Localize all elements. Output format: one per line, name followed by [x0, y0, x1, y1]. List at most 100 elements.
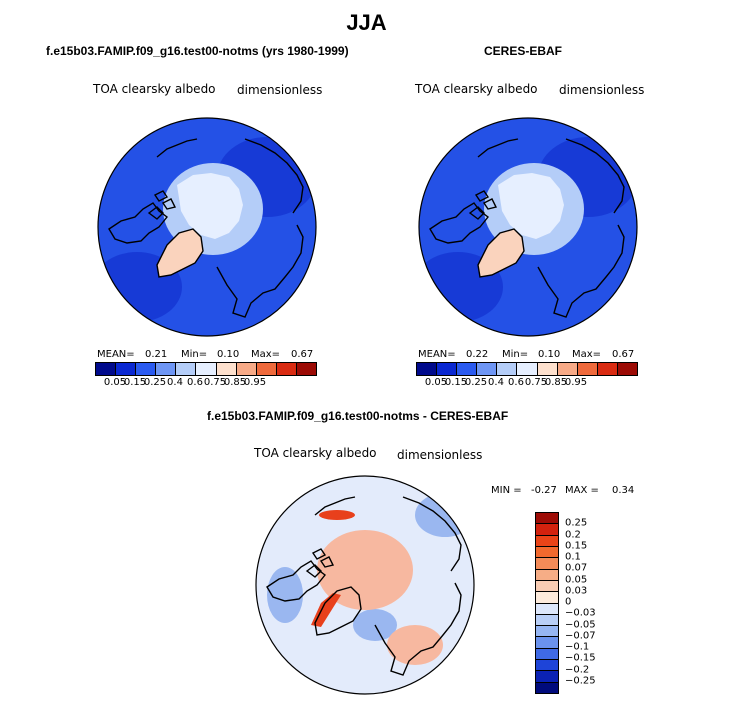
- panel-2-colorbar-tick-label: 0.05: [424, 377, 448, 388]
- coastline: [147, 190, 177, 220]
- panel-3-colorbar-swatch: [536, 535, 558, 547]
- panel-2-mean-value: 0.22: [466, 349, 489, 360]
- diff-strong-positive-region: [319, 510, 355, 520]
- coastline: [108, 202, 168, 244]
- panel-2-max-label: Max=: [572, 349, 602, 360]
- panel-2-title: CERES-EBAF: [484, 44, 563, 58]
- greenland-ice-sheet: [157, 229, 203, 277]
- panel-3-colorbar-tick-label: −0.07: [565, 630, 596, 642]
- panel-1-colorbar-tick-label: 0.6: [187, 377, 203, 388]
- map-border: [418, 117, 638, 337]
- panel-3-colorbar-tick-label: −0.1: [565, 641, 590, 653]
- diff-strong-positive-region: [311, 593, 341, 627]
- panel-2-colorbar: [416, 362, 638, 376]
- panel-3-colorbar-tick-label: −0.2: [565, 664, 590, 675]
- panel-3-colorbar-swatch: [536, 648, 558, 661]
- panel-3-colorbar-tick-label: 0.25: [565, 517, 588, 529]
- coastline: [156, 138, 198, 158]
- panel-3-max-label: MAX =: [565, 485, 599, 496]
- map-border: [255, 475, 475, 695]
- coastline: [156, 228, 204, 278]
- panel-2-polar-map: [418, 117, 638, 337]
- panel-1-colorbar-swatch: [216, 363, 237, 375]
- panel-3-colorbar-ticks: 0.25 0.2 0.15 0.1 0.07 0.05 0.03 0 −0.03 −0.05 −0.…: [565, 512, 625, 694]
- panel-3-colorbar-swatch: [536, 614, 558, 627]
- panel-3-colorbar-swatch: [536, 671, 558, 683]
- panel-3-colorbar-tick-label: 0.1: [565, 551, 581, 563]
- panel-1-variable-label: TOA clearsky albedo: [93, 82, 216, 96]
- panel-3-colorbar-tick-label: 0.15: [565, 540, 588, 552]
- panel-2-colorbar-swatch: [597, 363, 618, 375]
- panel-3-colorbar-tick-label: 0: [565, 596, 572, 608]
- panel-3-colorbar: [535, 512, 559, 694]
- panel-3-colorbar-tick-label: −0.03: [565, 607, 596, 619]
- panel-1-colorbar-tick-label: 0.25: [143, 377, 167, 388]
- coastline: [314, 586, 362, 636]
- panel-2-colorbar-swatch: [497, 363, 518, 375]
- diff-negative-region: [415, 493, 474, 537]
- panel-1-mean-value: 0.21: [145, 349, 168, 360]
- panel-2-colorbar-swatch: [537, 363, 558, 375]
- panel-2-colorbar-tick-label: 0.25: [464, 377, 488, 388]
- panel-3-colorbar-swatch: [536, 682, 558, 693]
- panel-2-colorbar-tick-label: 0.95: [564, 377, 588, 388]
- panel-1-max-value: 0.67: [291, 349, 314, 360]
- sea-ice: [498, 173, 564, 239]
- coastline: [537, 224, 625, 318]
- panel-1-colorbar-swatch: [136, 363, 157, 375]
- panel-3-title: f.e15b03.FAMIP.f09_g16.test00-notms - CE…: [207, 409, 509, 423]
- coastline: [477, 138, 519, 158]
- coastline: [468, 190, 498, 220]
- panel-2-units-label: dimensionless: [559, 83, 645, 97]
- panel-2-min-value: 0.10: [538, 349, 561, 360]
- panel-1-colorbar-tick-label: 0.85: [223, 377, 247, 388]
- panel-2-colorbar-tick-label: 0.6: [508, 377, 524, 388]
- panel-2-min-label: Min=: [502, 349, 529, 360]
- coastline: [402, 496, 462, 572]
- panel-1-colorbar-tick-label: 0.15: [123, 377, 147, 388]
- panel-2-colorbar-swatch: [477, 363, 498, 375]
- panel-3-colorbar-tick-label: −0.05: [565, 619, 596, 630]
- panel-2-max-value: 0.67: [612, 349, 635, 360]
- panel-2-colorbar-tick-label: 0.15: [444, 377, 468, 388]
- panel-1-colorbar-swatch: [256, 363, 277, 375]
- panel-3-difference-polar-map: [255, 475, 475, 695]
- panel-1-colorbar-swatch: [116, 363, 137, 375]
- panel-3-colorbar-swatch: [536, 580, 558, 593]
- panel-1-colorbar-swatch: [176, 363, 197, 375]
- panel-3-colorbar-swatch: [536, 513, 558, 525]
- panel-3-colorbar-swatch: [536, 637, 558, 649]
- coastline: [314, 496, 356, 516]
- coastline: [216, 224, 304, 318]
- panel-2-colorbar-swatch: [557, 363, 578, 375]
- diff-positive-region: [387, 625, 443, 665]
- panel-1-max-label: Max=: [251, 349, 281, 360]
- panel-1-colorbar: [95, 362, 317, 376]
- coastline: [244, 138, 304, 214]
- greenland-ice-sheet: [478, 229, 524, 277]
- coastline: [266, 560, 326, 602]
- panel-2-colorbar-tick-label: 0.75: [524, 377, 548, 388]
- panel-1-colorbar-tick-label: 0.05: [103, 377, 127, 388]
- panel-1-mean-label: MEAN=: [97, 349, 135, 360]
- panel-1-colorbar-tick-label: 0.75: [203, 377, 227, 388]
- panel-2-colorbar-swatch: [457, 363, 478, 375]
- panel-3-min-value: -0.27: [531, 485, 557, 496]
- panel-1-colorbar-tick-label: 0.95: [243, 377, 267, 388]
- panel-1-colorbar-swatch: [276, 363, 297, 375]
- panel-1-polar-map: [97, 117, 317, 337]
- panel-2-mean-label: MEAN=: [418, 349, 456, 360]
- panel-1-title: f.e15b03.FAMIP.f09_g16.test00-notms (yrs…: [46, 44, 349, 58]
- panel-3-variable-label: TOA clearsky albedo: [254, 446, 377, 460]
- panel-3-colorbar-tick-label: 0.05: [565, 574, 588, 585]
- panel-3-colorbar-tick-label: −0.15: [565, 652, 596, 664]
- panel-2-colorbar-swatch: [517, 363, 538, 375]
- panel-3-colorbar-swatch: [536, 558, 558, 570]
- panel-2-variable-label: TOA clearsky albedo: [415, 82, 538, 96]
- main-title: JJA: [346, 10, 387, 35]
- panel-1-min-label: Min=: [181, 349, 208, 360]
- coastline: [374, 582, 462, 676]
- panel-1-colorbar-swatch: [236, 363, 257, 375]
- panel-1-units-label: dimensionless: [237, 83, 323, 97]
- panel-3-units-label: dimensionless: [397, 448, 483, 462]
